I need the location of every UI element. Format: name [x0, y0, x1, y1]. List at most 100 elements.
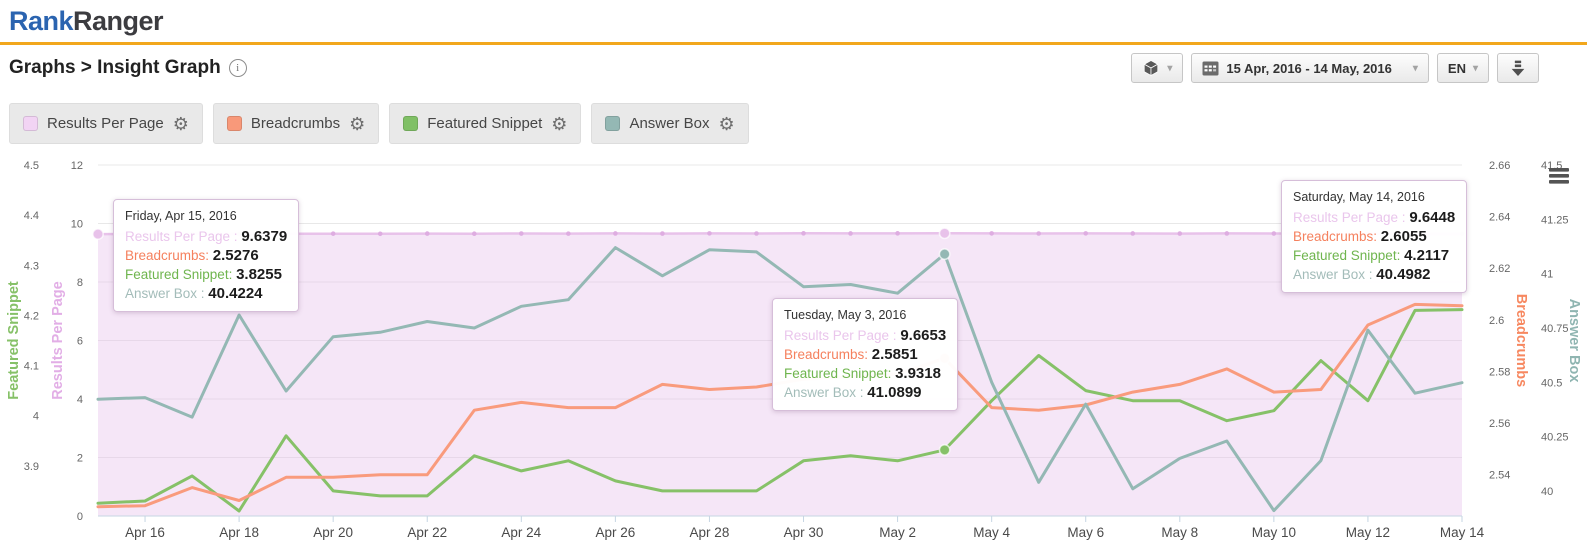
data-point-marker — [1036, 231, 1041, 236]
axis-title-bc: Breadcrumbs — [1513, 294, 1529, 387]
tooltip-series-value: 41.0899 — [867, 384, 922, 401]
x-tick-label: May 12 — [1346, 525, 1390, 540]
tooltip-series-value: 2.5851 — [871, 346, 918, 363]
page-title: Graphs > Insight Graph — [9, 57, 221, 78]
tooltip-row: Featured Snippet: 4.2117 — [1293, 246, 1455, 265]
tooltip-may-14: Saturday, May 14, 2016 Results Per Page … — [1281, 180, 1468, 293]
subheader: Graphs > Insight Graph i ▾ 15 Apr, 2016 … — [0, 45, 1587, 91]
data-point-marker — [801, 231, 806, 236]
download-icon — [1511, 60, 1525, 76]
x-tick-label: Apr 20 — [313, 525, 353, 540]
toolbar: ▾ 15 Apr, 2016 - 14 May, 2016 ▾ EN ▾ — [1131, 53, 1539, 83]
y-tick-label: 2.66 — [1489, 160, 1510, 172]
y-tick-label: 40.5 — [1541, 377, 1562, 389]
axis-title-rpp: Results Per Page — [50, 281, 66, 399]
tooltip-row: Results Per Page : 9.6448 — [1293, 208, 1455, 227]
widget-menu-button[interactable]: ▾ — [1131, 53, 1184, 83]
tooltip-row: Results Per Page : 9.6379 — [125, 227, 287, 246]
download-button[interactable] — [1497, 53, 1539, 83]
tooltip-series-value: 2.5276 — [212, 247, 259, 264]
tooltip-row: Answer Box : 40.4224 — [125, 284, 287, 303]
series-label: Results Per Page — [47, 115, 164, 132]
legend-chip-results-per-page[interactable]: Results Per Page ⚙ — [9, 103, 203, 144]
data-point-marker — [1224, 231, 1230, 236]
series-swatch — [403, 116, 419, 131]
calendar-icon — [1202, 61, 1219, 76]
series-line-ab — [96, 246, 1464, 513]
date-range-label: 15 Apr, 2016 - 14 May, 2016 — [1226, 60, 1392, 76]
data-point-marker — [660, 231, 665, 236]
gear-icon[interactable]: ⚙ — [718, 113, 735, 134]
language-button[interactable]: EN ▾ — [1436, 53, 1489, 83]
caret-down-icon: ▾ — [1167, 62, 1173, 74]
y-axis-rpp: 12 10 8 6 4 2 0 — [71, 160, 83, 523]
y-tick-label: 40.25 — [1541, 432, 1569, 444]
y-tick-label: 3.9 — [24, 461, 39, 473]
y-tick-label: 4.5 — [24, 160, 39, 172]
y-tick-label: 10 — [71, 219, 83, 231]
tooltip-series-label: Answer Box : — [784, 385, 868, 400]
highlight-marker-fs — [938, 443, 951, 456]
data-point-marker — [471, 231, 477, 237]
caret-down-icon: ▾ — [1412, 62, 1418, 74]
gear-icon[interactable]: ⚙ — [349, 113, 366, 134]
y-tick-label: 0 — [77, 511, 83, 523]
series-line-fs — [96, 308, 1464, 513]
tooltip-series-value: 3.8255 — [236, 266, 282, 283]
gear-icon[interactable]: ⚙ — [172, 113, 189, 134]
x-tick-label: May 6 — [1067, 525, 1104, 540]
info-icon[interactable]: i — [228, 59, 247, 77]
tooltip-date: Tuesday, May 3, 2016 — [784, 308, 907, 322]
axis-title-fs: Featured Snippet — [6, 281, 22, 400]
series-legend: Results Per Page ⚙ Breadcrumbs ⚙ Feature… — [0, 91, 1587, 146]
tooltip-may-3: Tuesday, May 3, 2016 Results Per Page : … — [772, 298, 959, 411]
data-point-marker — [566, 231, 571, 236]
y-tick-label: 12 — [71, 160, 83, 172]
tooltip-series-label: Breadcrumbs: — [1293, 229, 1381, 244]
x-tick-label: May 10 — [1252, 525, 1296, 540]
legend-chip-breadcrumbs[interactable]: Breadcrumbs ⚙ — [212, 103, 380, 144]
logo-rank: Rank — [9, 5, 74, 36]
highlight-marker-rpp — [938, 227, 951, 240]
tooltip-row: Breadcrumbs: 2.6055 — [1293, 227, 1455, 246]
y-tick-label: 2 — [77, 453, 83, 465]
logo-ranger: Ranger — [73, 5, 164, 36]
y-tick-label: 2.54 — [1489, 470, 1510, 482]
y-tick-label: 2.62 — [1489, 263, 1510, 275]
insight-graph: Apr 16 Apr 18 Apr 20 Apr 22 Apr 24 Apr 26 Apr … — [0, 154, 1587, 545]
legend-chip-featured-snippet[interactable]: Featured Snippet ⚙ — [389, 103, 582, 144]
tooltip-row: Answer Box : 40.4982 — [1293, 265, 1455, 284]
data-point-marker — [519, 231, 524, 236]
series-label: Breadcrumbs — [250, 115, 341, 132]
y-tick-label: 4.4 — [24, 210, 39, 222]
tooltip-row: Answer Box : 41.0899 — [784, 383, 946, 402]
cube-icon — [1143, 60, 1159, 77]
tooltip-series-label: Featured Snippet: — [784, 366, 896, 381]
y-tick-label: 4 — [33, 411, 39, 423]
x-tick-label: Apr 26 — [595, 525, 635, 540]
tooltip-row: Breadcrumbs: 2.5276 — [125, 246, 287, 265]
y-tick-label: 41.25 — [1541, 214, 1569, 226]
data-point-marker — [848, 231, 853, 236]
x-tick-label: Apr 22 — [407, 525, 447, 540]
rankranger-logo[interactable]: RankRanger — [9, 5, 164, 37]
y-tick-label: 2.6 — [1489, 315, 1504, 327]
legend-chip-answer-box[interactable]: Answer Box ⚙ — [591, 103, 749, 144]
y-tick-label: 4 — [77, 394, 83, 406]
data-point-marker — [1177, 231, 1183, 236]
series-label: Answer Box — [629, 115, 710, 132]
tooltip-series-label: Featured Snippet: — [125, 267, 237, 282]
y-tick-label: 4.2 — [24, 310, 39, 322]
data-point-marker — [1083, 231, 1089, 236]
data-point-marker — [707, 231, 712, 236]
tooltip-series-label: Results Per Page : — [784, 328, 901, 343]
tooltip-row: Breadcrumbs: 2.5851 — [784, 345, 946, 364]
gear-icon[interactable]: ⚙ — [551, 113, 568, 134]
data-point-marker — [754, 231, 759, 236]
y-axis-bc: 2.66 2.64 2.62 2.6 2.58 2.56 2.54 — [1489, 160, 1510, 482]
y-tick-label: 4.1 — [24, 361, 39, 373]
x-tick-label: May 4 — [973, 525, 1010, 540]
chart-context-menu-icon[interactable] — [1549, 168, 1569, 184]
date-range-button[interactable]: 15 Apr, 2016 - 14 May, 2016 ▾ — [1191, 53, 1429, 83]
